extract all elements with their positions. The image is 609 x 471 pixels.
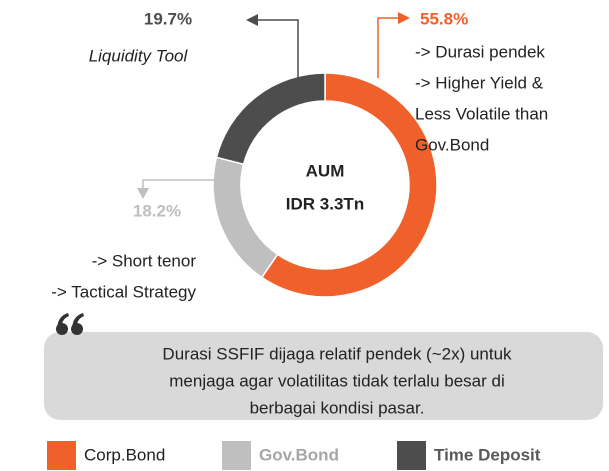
leader-arrow — [398, 12, 410, 24]
value-label: 19.7% — [144, 9, 192, 28]
legend-swatch — [397, 441, 426, 470]
description: -> Durasi pendek — [415, 42, 545, 61]
leader-arrow — [246, 14, 258, 26]
quote-box — [44, 332, 603, 420]
description: -> Tactical Strategy — [51, 282, 196, 301]
description: Gov.Bond — [415, 135, 489, 154]
description: -> Short tenor — [92, 251, 197, 270]
center-text: AUM — [306, 161, 345, 180]
leader-line — [377, 17, 398, 78]
description: -> Higher Yield & — [415, 73, 544, 92]
legend-label: Corp.Bond — [84, 445, 165, 464]
legend-label: Time Deposit — [434, 445, 541, 464]
quote-mark — [56, 313, 84, 335]
donut-segment — [215, 72, 326, 166]
value-label: 18.2% — [133, 201, 181, 220]
donut-segment — [212, 156, 279, 279]
description: Liquidity Tool — [89, 46, 189, 65]
leader-line — [142, 179, 228, 190]
value-label: 55.8% — [420, 9, 468, 28]
quote-text: Durasi SSFIF dijaga relatif pendek (~2x)… — [162, 344, 512, 363]
quote-text: berbagai kondisi pasar. — [250, 398, 425, 417]
donut-segment — [260, 72, 438, 298]
legend-swatch — [222, 441, 251, 470]
center-text: IDR 3.3Tn — [286, 194, 364, 213]
leader-line — [258, 19, 299, 90]
legend-label: Gov.Bond — [259, 445, 339, 464]
description: Less Volatile than — [415, 104, 548, 123]
legend-swatch — [47, 441, 76, 470]
quote-text: menjaga agar volatilitas tidak terlalu b… — [169, 371, 504, 390]
leader-arrow — [137, 188, 149, 199]
